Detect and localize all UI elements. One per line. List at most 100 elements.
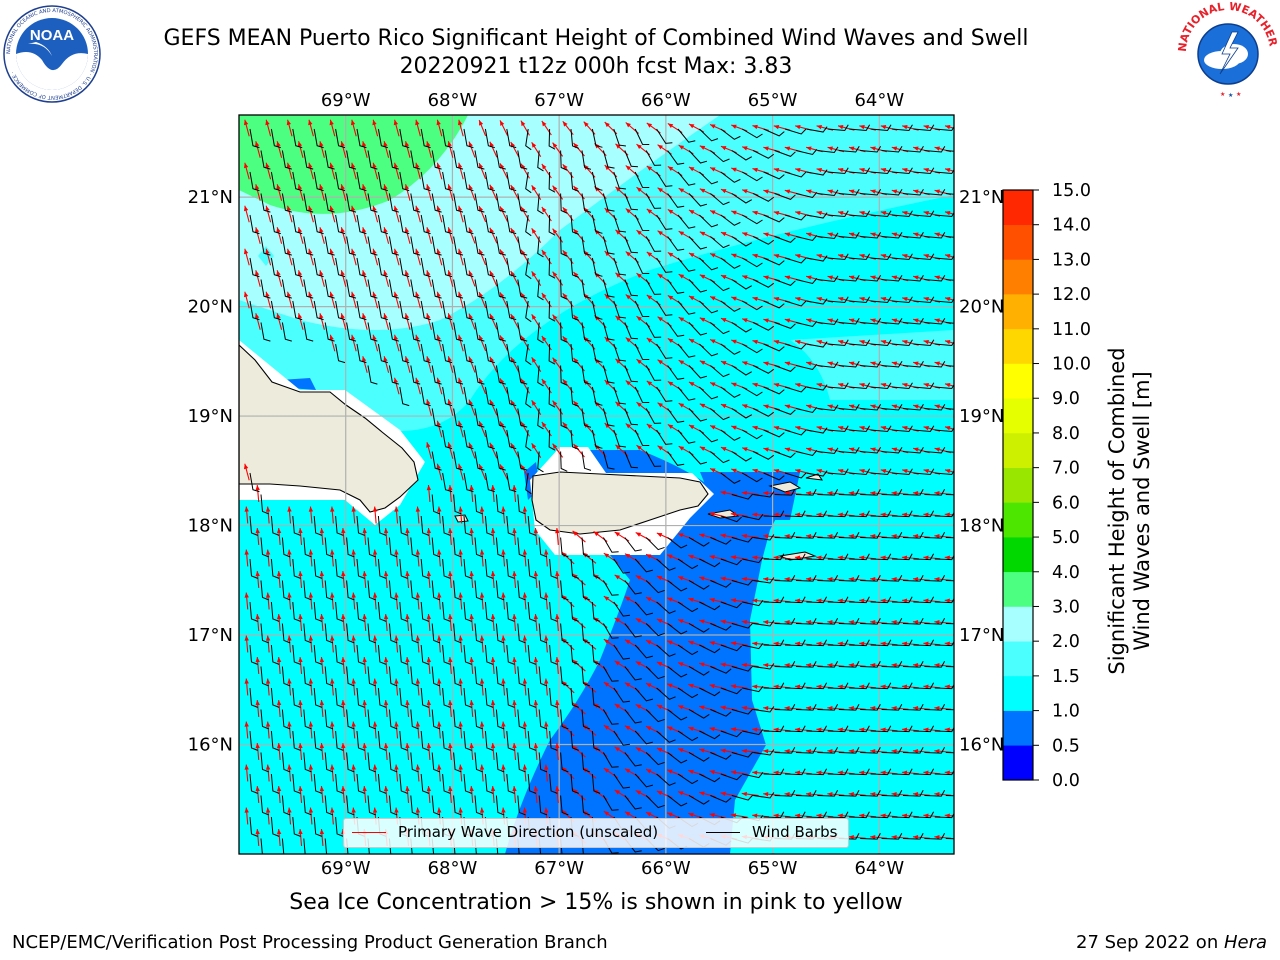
- wind-barb: [742, 514, 764, 521]
- wind-barb: [720, 300, 741, 312]
- wind-barb: [945, 666, 954, 668]
- wave-direction-arrow: [457, 205, 464, 223]
- wind-barb: [784, 128, 807, 135]
- wind-barb: [602, 537, 619, 553]
- wind-barb: [538, 537, 548, 558]
- wave-direction-arrow: [741, 533, 759, 539]
- wave-direction-arrow: [763, 749, 781, 754]
- wind-barb: [924, 574, 946, 582]
- wave-direction-arrow: [709, 813, 727, 819]
- wind-barb: [817, 447, 839, 455]
- wave-direction-arrow: [308, 592, 314, 610]
- colorbar-tick-label: 14.0: [1052, 216, 1091, 236]
- wind-barb: [634, 128, 650, 145]
- wind-barb: [677, 687, 699, 699]
- wind-barb: [870, 253, 892, 261]
- wave-direction-arrow: [720, 791, 738, 797]
- wind-barb: [774, 789, 796, 797]
- wind-barb: [784, 171, 807, 178]
- wave-direction-arrow: [276, 313, 283, 330]
- wave-direction-arrow: [448, 570, 453, 589]
- wave-direction-arrow: [709, 770, 727, 776]
- wave-direction-arrow: [426, 570, 432, 589]
- wave-direction-arrow: [255, 484, 260, 503]
- wind-barb: [335, 644, 344, 665]
- wind-barb: [335, 257, 346, 278]
- wind-barb: [560, 279, 568, 300]
- wind-barb: [634, 558, 653, 573]
- wind-barb: [463, 171, 474, 192]
- wind-barb: [602, 709, 619, 725]
- wind-barb: [838, 361, 860, 368]
- wind-barb: [602, 795, 619, 811]
- wind-barb: [634, 171, 650, 188]
- wind-barb: [710, 580, 732, 588]
- wind-barb: [913, 382, 935, 390]
- axis-labels: 69°W69°W68°W68°W67°W67°W66°W66°W65°W65°W…: [188, 90, 1005, 879]
- wind-barb: [870, 210, 892, 218]
- wind-barb: [249, 171, 260, 192]
- wave-direction-arrow: [351, 592, 356, 610]
- colorbar-tick-label: 6.0: [1052, 493, 1080, 513]
- wind-barb: [624, 795, 642, 810]
- wind-barb: [656, 343, 673, 359]
- wave-direction-arrow: [255, 699, 260, 718]
- wind-barb: [881, 531, 903, 539]
- wave-direction-arrow: [308, 291, 314, 309]
- wave-direction-arrow: [489, 184, 498, 201]
- wind-barb: [570, 300, 579, 321]
- wind-barb: [667, 365, 685, 380]
- wave-direction-arrow: [522, 506, 528, 524]
- wind-barb: [891, 811, 913, 819]
- wave-height-field-0.5-1: [505, 450, 800, 854]
- wind-barb: [537, 451, 544, 473]
- wave-direction-arrow: [533, 785, 539, 804]
- wave-direction-arrow: [372, 506, 378, 524]
- wind-barb: [602, 193, 615, 212]
- wave-direction-arrow: [393, 119, 400, 137]
- wind-barb: [881, 318, 903, 325]
- wave-direction-arrow: [730, 684, 748, 689]
- wind-barb: [741, 128, 763, 139]
- wave-direction-arrow: [319, 699, 325, 718]
- land-hispaniola: [239, 344, 419, 513]
- wind-barb: [656, 601, 676, 614]
- wind-barb: [677, 257, 696, 272]
- wave-direction-arrow: [512, 785, 517, 804]
- wind-barb: [548, 257, 556, 279]
- wave-direction-arrow: [730, 555, 748, 560]
- wave-direction-arrow: [457, 420, 464, 438]
- colorbar-label: Significant Height of Combined Wind Wave…: [1105, 311, 1155, 711]
- wind-barb: [517, 322, 528, 342]
- wave-direction-arrow: [501, 721, 506, 739]
- wind-barb: [645, 623, 665, 637]
- wave-direction-arrow: [372, 549, 378, 567]
- wave-direction-arrow: [522, 635, 528, 653]
- wind-barb: [838, 146, 860, 153]
- wind-barb: [667, 408, 685, 423]
- wind-barb: [710, 193, 730, 206]
- wind-barb: [677, 386, 696, 401]
- wind-barb: [720, 171, 741, 183]
- wind-barb: [902, 531, 924, 539]
- wind-barb: [699, 386, 719, 400]
- wave-direction-arrow: [415, 635, 421, 653]
- wind-barb: [827, 768, 849, 776]
- colorbar-segment: [1003, 398, 1033, 434]
- lat-tick-label-right: 17°N: [959, 625, 1004, 646]
- wind-barb: [410, 537, 419, 558]
- wind-barb: [442, 730, 451, 751]
- wind-barb: [292, 601, 301, 622]
- wind-barb: [260, 580, 269, 601]
- wind-barb: [881, 361, 903, 368]
- wind-barb: [934, 168, 954, 175]
- wind-barb: [548, 343, 556, 365]
- wave-direction-arrow: [501, 549, 506, 567]
- wind-barb: [860, 488, 881, 496]
- wind-barb: [913, 210, 935, 218]
- land-vieques: [707, 509, 740, 519]
- wind-barb: [324, 193, 335, 213]
- wind-barb: [324, 709, 334, 730]
- wind-barb: [442, 171, 453, 192]
- wave-direction-arrow: [350, 162, 357, 180]
